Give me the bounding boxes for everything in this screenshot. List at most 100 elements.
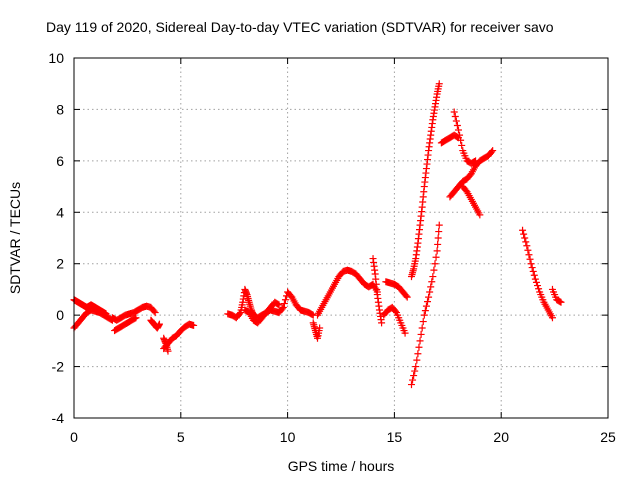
data-point	[530, 271, 538, 279]
data-point	[412, 363, 420, 371]
data-point	[451, 113, 459, 120]
data-point	[529, 267, 537, 275]
data-point	[378, 319, 386, 327]
data-point	[526, 255, 534, 263]
data-point	[557, 298, 565, 306]
data-point	[426, 288, 434, 296]
y-tick-label: -2	[52, 359, 65, 375]
data-point	[280, 300, 288, 308]
data-point	[422, 302, 430, 310]
data-point	[520, 230, 528, 238]
data-point	[415, 343, 423, 351]
y-tick-label: 8	[56, 101, 64, 117]
y-tick-label: 4	[56, 204, 64, 220]
data-point	[430, 266, 438, 274]
data-point	[431, 260, 439, 268]
data-point	[427, 283, 435, 291]
data-point	[151, 309, 159, 317]
data-point	[452, 117, 460, 125]
data-point	[155, 320, 163, 328]
data-point	[419, 318, 427, 326]
data-point	[424, 298, 432, 306]
data-point	[316, 324, 324, 332]
data-point	[410, 372, 418, 380]
data-point	[548, 314, 556, 322]
data-point	[525, 251, 533, 259]
data-point	[274, 300, 282, 308]
data-point	[432, 253, 440, 261]
data-point	[435, 221, 443, 229]
data-point	[281, 296, 289, 304]
data-point	[428, 278, 436, 286]
data-point	[435, 80, 443, 88]
data-point	[521, 234, 529, 242]
data-point	[414, 350, 422, 358]
data-point	[535, 285, 543, 293]
data-point	[458, 141, 466, 149]
data-point	[527, 260, 535, 268]
x-axis-label: GPS time / hours	[288, 458, 395, 474]
data-point	[488, 148, 496, 156]
data-point	[403, 293, 411, 301]
data-point	[236, 310, 244, 318]
x-tick-label: 5	[177, 429, 185, 445]
data-point	[421, 307, 429, 315]
x-tick-label: 25	[600, 429, 616, 445]
plot-frame	[73, 57, 609, 419]
data-point	[435, 228, 443, 236]
data-point	[409, 376, 417, 384]
data-point	[420, 311, 428, 319]
data-point	[279, 303, 287, 311]
data-points	[70, 80, 565, 389]
data-point	[489, 147, 497, 155]
data-point	[556, 298, 564, 306]
data-point	[531, 275, 539, 283]
data-point	[164, 347, 172, 355]
data-point	[472, 157, 480, 165]
data-point	[308, 311, 316, 318]
y-axis-label: SDTVAR / TECUs	[7, 182, 23, 294]
data-point	[401, 329, 409, 337]
x-tick-label: 15	[387, 429, 403, 445]
data-point	[434, 234, 442, 242]
data-point	[532, 278, 540, 286]
data-point	[450, 108, 458, 116]
axis-ticks: 0 5 10 15 20 25 -4 -2 0 2 4 6 8 10	[48, 50, 616, 445]
data-point	[416, 337, 424, 345]
data-point	[275, 301, 283, 309]
data-point	[534, 282, 542, 290]
data-point	[453, 122, 461, 129]
chart-title: Day 119 of 2020, Sidereal Day-to-day VTE…	[46, 19, 554, 35]
data-point	[434, 240, 442, 248]
data-point	[528, 264, 536, 272]
data-point	[471, 158, 478, 165]
x-tick-label: 20	[493, 429, 509, 445]
data-point	[454, 126, 462, 134]
data-point	[131, 314, 139, 322]
data-point	[190, 321, 198, 329]
y-tick-label: 6	[56, 153, 64, 169]
data-point	[132, 314, 140, 322]
data-point	[425, 293, 433, 301]
x-tick-label: 0	[70, 429, 78, 445]
data-point	[456, 131, 464, 139]
data-point	[522, 238, 530, 246]
data-point	[519, 226, 527, 234]
data-point	[391, 307, 399, 315]
data-point	[402, 292, 410, 300]
y-tick-label: 0	[56, 307, 64, 323]
y-tick-label: 2	[56, 256, 64, 272]
data-point	[524, 246, 532, 254]
data-point	[150, 307, 158, 315]
data-point	[476, 211, 484, 219]
data-point	[418, 324, 426, 332]
data-point	[407, 381, 415, 389]
data-point	[523, 242, 531, 250]
data-point	[457, 136, 465, 144]
data-point	[411, 367, 419, 375]
data-point	[278, 305, 286, 313]
data-point	[433, 247, 441, 255]
y-tick-label: -4	[52, 410, 65, 426]
grid	[74, 58, 608, 418]
